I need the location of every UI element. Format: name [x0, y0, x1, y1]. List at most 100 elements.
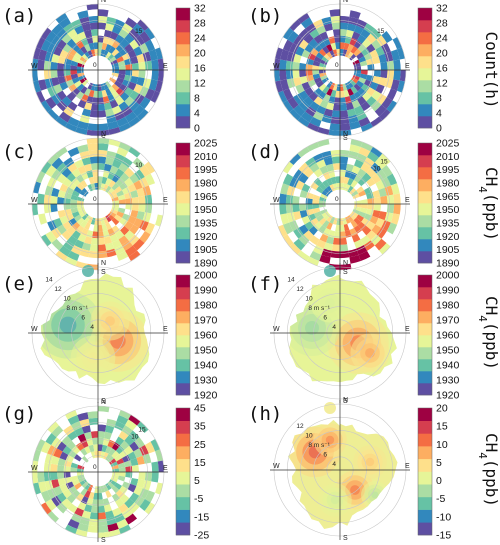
polar-bin	[295, 180, 305, 191]
polar-bin	[73, 482, 82, 490]
polar-bin	[323, 213, 331, 221]
polar-bin	[61, 96, 72, 107]
polar-bin	[124, 33, 135, 44]
polar-bin	[144, 502, 156, 515]
colorbar-tick-label: -5	[436, 493, 445, 505]
polar-bin	[77, 165, 87, 175]
polar-bin	[40, 502, 52, 515]
polar-bin	[111, 105, 122, 115]
polar-bin	[90, 163, 98, 171]
polar-bin	[332, 29, 340, 37]
polar-bin	[84, 490, 91, 499]
polar-bin	[353, 206, 361, 212]
polar-bin	[84, 51, 91, 59]
polar-bin	[329, 82, 336, 90]
colorbar-swatch	[176, 227, 190, 240]
polar-bin	[134, 35, 145, 47]
compass-west-label: W	[31, 326, 38, 333]
panel-label: (a)	[2, 5, 36, 27]
polar-bin	[32, 58, 39, 70]
radial-label: 12	[54, 286, 62, 293]
polar-bin	[77, 433, 87, 443]
polar-bin	[90, 217, 96, 225]
polar-bin	[37, 59, 45, 70]
colorbar-swatch	[176, 471, 190, 485]
polar-bin	[65, 409, 78, 420]
polar-bin	[57, 196, 65, 204]
polar-bin	[340, 149, 350, 158]
polar-bin	[322, 45, 330, 54]
colorbar-tick-label: 8	[436, 93, 442, 105]
polar-bin	[70, 70, 78, 75]
polar-bin	[373, 196, 381, 204]
polar-bin	[77, 206, 85, 212]
polar-bin	[131, 70, 139, 78]
polar-bin	[351, 165, 361, 175]
colorbar-tick-label: 1980	[194, 300, 218, 312]
polar-bin	[98, 123, 109, 131]
colorbar-tick-label: 1935	[194, 218, 218, 230]
polar-bin	[109, 56, 117, 63]
polar-bin	[344, 50, 351, 58]
polar-bin	[98, 505, 106, 513]
polar-bin	[328, 96, 336, 104]
polar-bin	[139, 444, 149, 456]
polar-bin	[323, 53, 331, 61]
compass-north-label: N	[343, 397, 348, 404]
polar-bin	[293, 93, 304, 105]
polar-bin	[57, 62, 65, 70]
polar-bin	[305, 23, 317, 34]
polar-bin	[335, 42, 340, 50]
polar-bin	[151, 461, 159, 472]
polar-bin	[144, 39, 156, 52]
polar-bin	[357, 177, 367, 187]
polar-bin	[138, 204, 146, 213]
polar-bin	[298, 234, 310, 246]
polar-bin	[98, 42, 103, 50]
polar-bin	[321, 56, 329, 63]
colorbar-tick-label: 1920	[436, 390, 460, 402]
colorbar-units-label: CH4(ppb)	[477, 296, 500, 370]
polar-bin	[353, 225, 363, 234]
polar-bin	[282, 27, 294, 40]
polar-bin	[378, 211, 387, 221]
polar-bin	[87, 184, 94, 192]
polar-bin	[277, 224, 288, 237]
polar-bin	[70, 60, 79, 67]
polar-bin	[131, 196, 139, 204]
polar-bin	[293, 53, 302, 63]
polar-bin	[136, 53, 145, 63]
polar-bin	[323, 242, 333, 251]
polar-bin	[78, 74, 86, 81]
polar-bin	[51, 187, 60, 197]
polar-bin	[75, 174, 85, 183]
polar-bin	[73, 52, 82, 60]
polar-bin	[299, 190, 308, 199]
colorbar-tick-label: 28	[436, 18, 448, 30]
polar-bin	[144, 161, 156, 174]
polar-bin	[100, 217, 106, 225]
polar-bin	[386, 60, 395, 70]
colorbar-tick-label: 1960	[436, 330, 460, 342]
polar-bin	[89, 22, 98, 30]
radial-label: 10	[373, 166, 381, 173]
compass-north-label: N	[343, 0, 348, 4]
polar-bin	[98, 138, 110, 145]
polar-bin	[144, 204, 153, 214]
polar-bin	[353, 239, 364, 249]
polar-bin	[88, 518, 98, 527]
polar-bin	[309, 101, 320, 112]
polar-bin	[138, 472, 146, 481]
polar-bin	[56, 28, 68, 40]
polar-bin	[67, 518, 80, 530]
compass-north-label: N	[343, 131, 348, 138]
polar-bin	[51, 455, 60, 465]
polar-bin	[318, 217, 327, 226]
polar-bin	[340, 250, 350, 259]
polar-bin	[363, 157, 375, 168]
polar-bin	[371, 224, 382, 235]
polar-bin	[57, 209, 66, 218]
polar-bin	[335, 90, 340, 98]
colorbar-swatch	[418, 522, 432, 536]
